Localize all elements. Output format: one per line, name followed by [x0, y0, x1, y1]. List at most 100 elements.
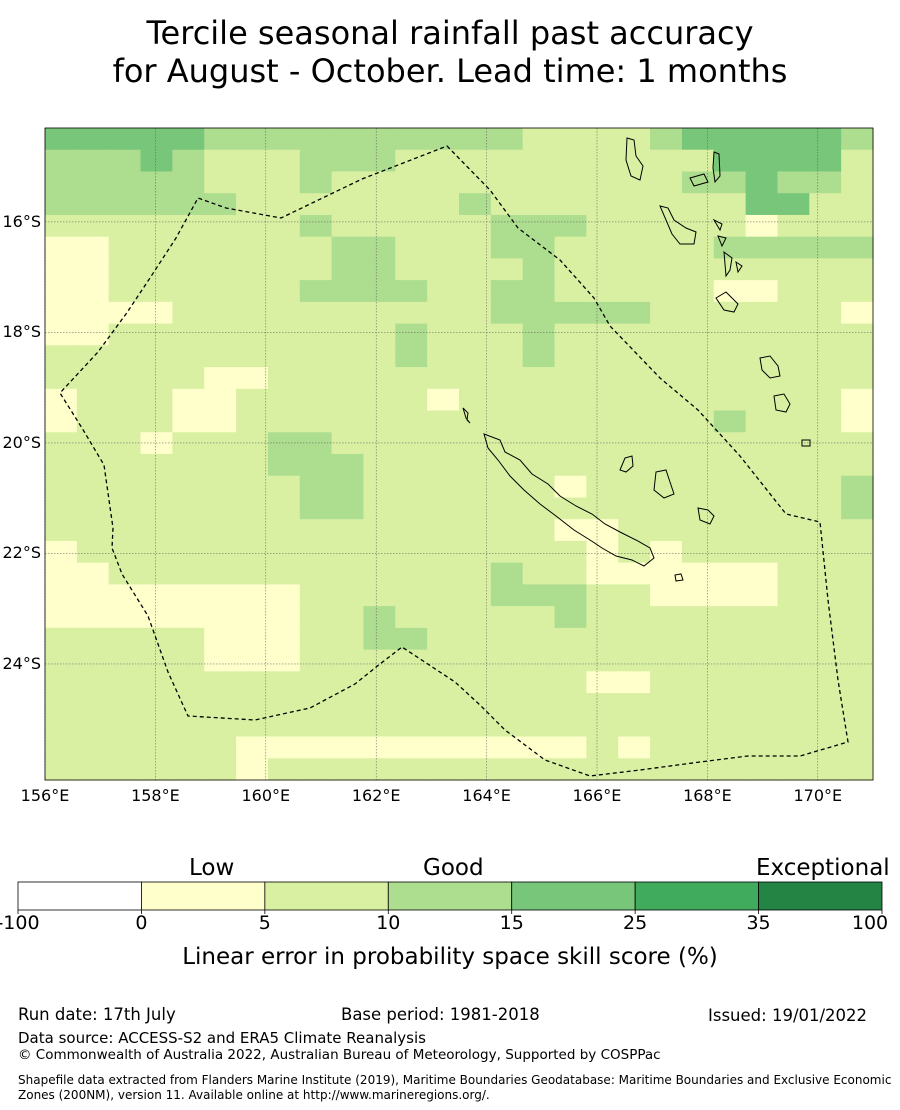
grid-cell	[236, 432, 269, 455]
grid-cell	[108, 475, 142, 499]
grid-cell	[331, 280, 365, 303]
grid-cell	[554, 454, 587, 477]
grid-cell	[490, 671, 524, 694]
colorbar-tick-label: -100	[0, 912, 40, 934]
grid-cell	[45, 671, 78, 694]
grid-cell	[554, 410, 587, 433]
grid-cell	[554, 345, 587, 368]
grid-cell	[299, 562, 333, 585]
grid-cell	[554, 475, 587, 499]
grid-cell	[45, 519, 78, 542]
grid-cell	[618, 497, 651, 520]
grid-cell	[427, 758, 460, 781]
grid-cell	[745, 584, 779, 607]
grid-cell	[236, 584, 269, 607]
grid-cell	[490, 432, 524, 455]
grid-cell	[841, 345, 874, 368]
grid-cell	[236, 693, 269, 716]
legend-category-good: Good	[423, 855, 484, 881]
grid-cell	[586, 736, 619, 759]
grid-cell	[777, 193, 810, 216]
grid-cell	[236, 258, 269, 281]
grid-cell	[204, 323, 237, 346]
grid-cell	[140, 475, 173, 499]
colorbar-band	[758, 881, 883, 911]
grid-cell	[267, 301, 301, 325]
grid-cell	[459, 301, 492, 325]
grid-cell	[395, 388, 428, 412]
grid-cell	[841, 193, 874, 216]
grid-cell	[554, 149, 587, 173]
grid-cell	[618, 432, 651, 455]
grid-cell	[681, 149, 715, 173]
grid-cell	[172, 627, 205, 651]
grid-cell	[650, 410, 683, 433]
grid-cell	[45, 171, 78, 194]
grid-cell	[522, 214, 556, 238]
grid-cell	[236, 562, 269, 585]
grid-cell	[713, 236, 747, 259]
grid-cell	[172, 649, 205, 672]
grid-cell	[681, 606, 715, 629]
grid-cell	[204, 736, 237, 759]
grid-cell	[713, 367, 747, 390]
grid-cell	[650, 171, 683, 194]
grid-cell	[745, 388, 779, 412]
grid-cell	[459, 736, 492, 759]
grid-cell	[681, 280, 715, 303]
grid-cell	[713, 388, 747, 412]
grid-cell	[395, 693, 428, 716]
base-period: Base period: 1981-2018	[341, 1005, 540, 1024]
grid-cell	[554, 584, 587, 607]
grid-cell	[204, 236, 237, 259]
new-caledonia-coastline	[483, 433, 655, 567]
grid-cell	[331, 562, 365, 585]
grid-cell	[427, 193, 460, 216]
grid-cell	[204, 671, 237, 694]
grid-cell	[554, 236, 587, 259]
grid-cell	[618, 301, 651, 325]
grid-cell	[650, 388, 683, 412]
grid-cell	[681, 193, 715, 216]
grid-cell	[236, 171, 269, 194]
grid-cell	[713, 627, 747, 651]
latitude-label: 16°S	[2, 211, 41, 231]
grid-cell	[650, 367, 683, 390]
grid-cell	[331, 758, 365, 781]
grid-cell	[363, 280, 396, 303]
grid-cell	[459, 649, 492, 672]
grid-cell	[459, 540, 492, 564]
grid-cell	[490, 367, 524, 390]
grid-cell	[809, 584, 842, 607]
grid-cell	[395, 454, 428, 477]
grid-cell	[554, 432, 587, 455]
grid-cell	[777, 367, 810, 390]
grid-cell	[618, 758, 651, 781]
grid-cell	[618, 410, 651, 433]
colorbar-title: Linear error in probability space skill …	[182, 944, 718, 970]
grid-cell	[236, 758, 269, 781]
grid-cell	[459, 236, 492, 259]
grid-cell	[76, 388, 110, 412]
grid-cell	[45, 562, 78, 585]
grid-cell	[490, 475, 524, 499]
colorbar-band	[511, 881, 636, 911]
grid-cell	[554, 736, 587, 759]
grid-cell	[331, 149, 365, 173]
grid-cell	[76, 540, 110, 564]
grid-cell	[395, 258, 428, 281]
grid-cell	[522, 758, 556, 781]
grid-cell	[681, 714, 715, 738]
grid-cell	[236, 649, 269, 672]
grid-cell	[841, 236, 874, 259]
grid-cell	[204, 714, 237, 738]
grid-cell	[76, 301, 110, 325]
grid-cell	[140, 128, 173, 151]
grid-cell	[140, 649, 173, 672]
colorbar-band	[264, 881, 389, 911]
grid-cell	[363, 540, 396, 564]
grid-cell	[490, 301, 524, 325]
grid-cell	[76, 714, 110, 738]
latitude-label: 24°S	[2, 653, 41, 673]
grid-cell	[841, 367, 874, 390]
